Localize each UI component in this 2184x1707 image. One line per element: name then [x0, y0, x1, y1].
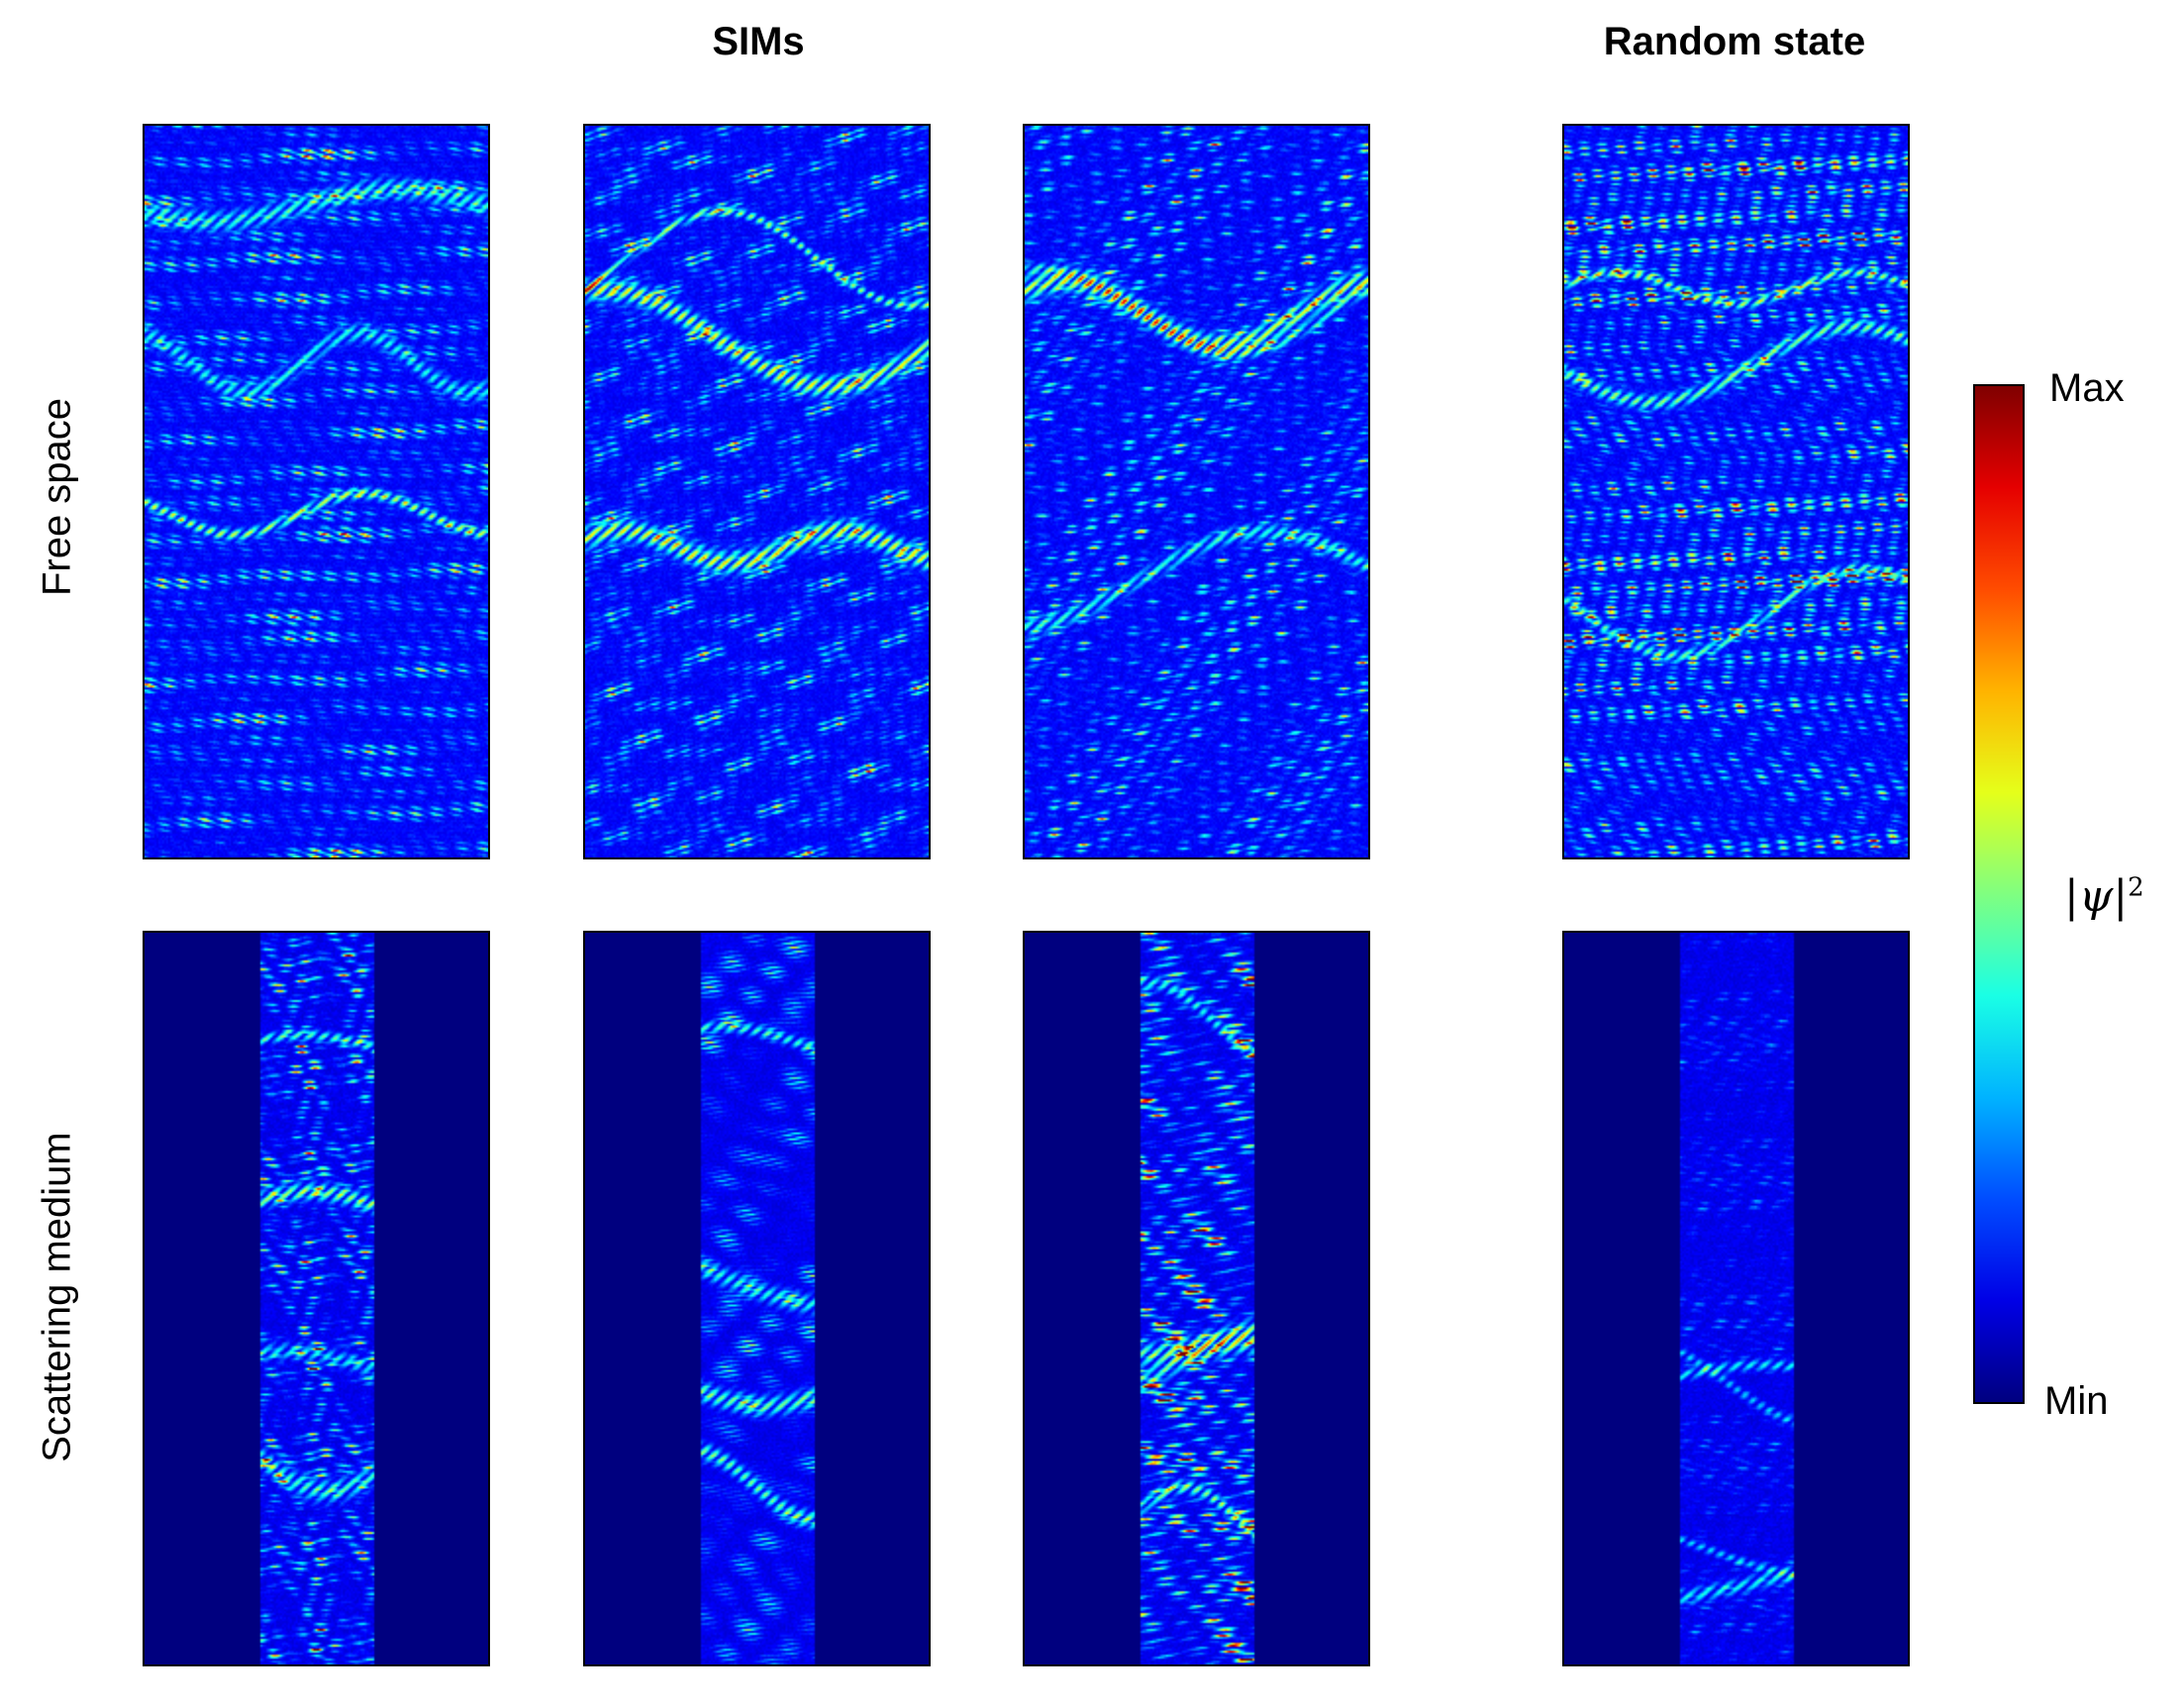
colorbar-quantity-label: |ψ|2	[2064, 871, 2144, 922]
heatmap-scattering-sims-3	[1023, 931, 1370, 1666]
row-label-scattering-medium: Scattering medium	[35, 1132, 79, 1462]
colorbar-min-label: Min	[2044, 1379, 2109, 1423]
heatmap-free-space-sims-3	[1023, 124, 1370, 859]
heatmap-free-space-sims-1	[143, 124, 490, 859]
heatmap-scattering-sims-1	[143, 931, 490, 1666]
heatmap-free-space-sims-2	[583, 124, 931, 859]
heatmap-scattering-sims-2	[583, 931, 931, 1666]
colorbar-max-label: Max	[2049, 366, 2125, 410]
colorbar	[1973, 384, 2025, 1404]
heatmap-scattering-random-state	[1562, 931, 1910, 1666]
column-title-sims: SIMs	[712, 20, 805, 63]
column-title-random-state: Random state	[1603, 20, 1866, 63]
heatmap-free-space-random-state	[1562, 124, 1910, 859]
row-label-free-space: Free space	[35, 397, 79, 597]
